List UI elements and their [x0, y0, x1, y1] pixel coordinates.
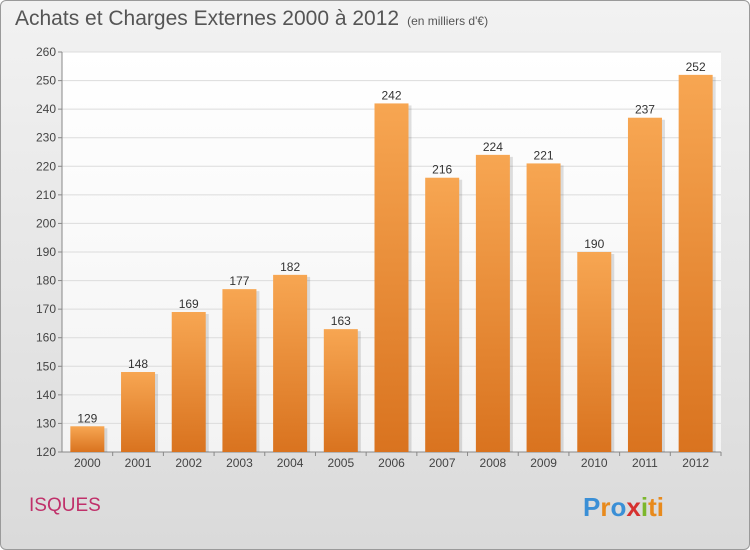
bar — [171, 312, 206, 452]
logo-letter: i — [640, 492, 649, 522]
bar — [425, 177, 460, 452]
x-tick-label: 2010 — [581, 456, 608, 470]
logo-letter: ti — [648, 492, 664, 522]
y-tick-label: 200 — [36, 216, 56, 230]
bar — [374, 103, 409, 452]
bar — [627, 117, 662, 452]
bar — [323, 329, 358, 452]
data-label: 177 — [229, 274, 249, 288]
x-tick-label: 2007 — [429, 456, 456, 470]
x-tick-label: 2004 — [277, 456, 304, 470]
x-tick-label: 2006 — [378, 456, 405, 470]
y-tick-label: 210 — [36, 188, 56, 202]
bar — [475, 154, 510, 452]
chart-title-text: Achats et Charges Externes 2000 à 2012 — [15, 7, 400, 30]
y-tick-label: 190 — [36, 245, 56, 259]
y-tick-label: 120 — [36, 445, 56, 459]
bar — [273, 274, 308, 452]
data-label: 163 — [331, 314, 351, 328]
y-tick-label: 260 — [36, 45, 56, 59]
x-tick-label: 2012 — [682, 456, 709, 470]
bar — [121, 372, 156, 452]
y-tick-label: 250 — [36, 74, 56, 88]
data-label: 129 — [77, 411, 97, 425]
data-label: 221 — [534, 148, 554, 162]
bar — [678, 74, 713, 452]
y-tick-label: 150 — [36, 359, 56, 373]
data-label: 242 — [381, 88, 401, 102]
y-tick-label: 240 — [36, 102, 56, 116]
x-tick-label: 2001 — [125, 456, 152, 470]
x-tick-label: 2011 — [632, 456, 658, 470]
y-tick-label: 230 — [36, 131, 56, 145]
y-tick-label: 160 — [36, 331, 56, 345]
logo-letter: P — [583, 492, 601, 522]
commune-name: ISQUES — [29, 495, 101, 516]
data-label: 237 — [635, 103, 655, 117]
y-tick-label: 180 — [36, 274, 56, 288]
data-label: 216 — [432, 163, 452, 177]
data-label: 148 — [128, 357, 148, 371]
data-label: 224 — [483, 140, 503, 154]
data-label: 252 — [686, 60, 706, 74]
bar — [577, 252, 612, 452]
data-label: 190 — [584, 237, 604, 251]
x-tick-label: 2005 — [327, 456, 354, 470]
chart-subtitle: (en milliers d'€) — [407, 14, 489, 28]
logo-letter: o — [610, 492, 627, 522]
bar — [526, 163, 561, 452]
bar — [222, 289, 257, 452]
x-tick-label: 2008 — [480, 456, 507, 470]
logo-letter: x — [626, 492, 641, 522]
x-tick-label: 2000 — [74, 456, 101, 470]
x-tick-label: 2009 — [530, 456, 557, 470]
chart-title: Achats et Charges Externes 2000 à 2012 (e… — [15, 7, 488, 31]
y-tick-label: 220 — [36, 159, 56, 173]
y-tick-label: 170 — [36, 302, 56, 316]
y-tick-label: 130 — [36, 416, 56, 430]
data-label: 169 — [179, 297, 199, 311]
x-tick-label: 2002 — [175, 456, 202, 470]
x-tick-label: 2003 — [226, 456, 253, 470]
data-label: 182 — [280, 260, 300, 274]
logo-letter: r — [600, 492, 611, 522]
proxiti-logo: Proxiti — [583, 492, 664, 523]
y-tick-label: 140 — [36, 388, 56, 402]
bar — [70, 426, 105, 452]
